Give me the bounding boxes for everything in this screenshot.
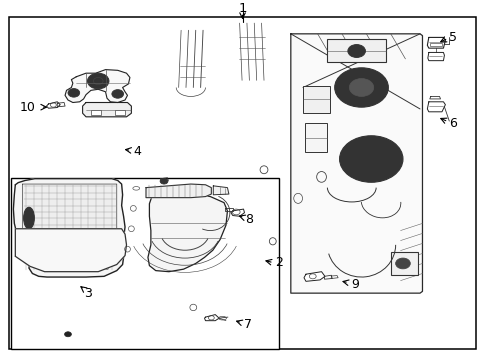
- Polygon shape: [427, 37, 445, 48]
- Polygon shape: [13, 179, 125, 277]
- Polygon shape: [213, 186, 228, 195]
- Polygon shape: [15, 229, 126, 272]
- Bar: [390, 252, 417, 275]
- Circle shape: [348, 78, 373, 96]
- Text: 3: 3: [83, 287, 91, 300]
- Polygon shape: [148, 193, 227, 272]
- Circle shape: [339, 136, 402, 182]
- Text: 7: 7: [243, 318, 251, 331]
- Polygon shape: [46, 102, 60, 108]
- Text: 5: 5: [448, 31, 456, 44]
- Ellipse shape: [23, 207, 34, 229]
- Bar: [303, 86, 329, 113]
- Circle shape: [395, 258, 409, 269]
- Circle shape: [68, 89, 80, 97]
- Circle shape: [112, 90, 123, 98]
- Polygon shape: [230, 209, 244, 216]
- Circle shape: [160, 178, 167, 184]
- Text: 8: 8: [245, 213, 253, 226]
- Bar: [429, 43, 441, 46]
- Text: 10: 10: [19, 101, 35, 114]
- Polygon shape: [427, 102, 445, 112]
- Text: 6: 6: [448, 117, 456, 130]
- Polygon shape: [429, 96, 440, 99]
- Bar: [327, 39, 385, 62]
- Bar: [91, 110, 101, 116]
- Bar: [115, 110, 125, 116]
- Text: 9: 9: [350, 278, 358, 291]
- Circle shape: [87, 73, 109, 89]
- Circle shape: [347, 45, 365, 58]
- Text: 2: 2: [274, 256, 282, 269]
- Polygon shape: [146, 184, 211, 198]
- Polygon shape: [204, 315, 219, 321]
- Polygon shape: [427, 53, 444, 61]
- Polygon shape: [22, 184, 117, 272]
- Circle shape: [64, 332, 71, 337]
- Text: 1: 1: [238, 2, 246, 15]
- Polygon shape: [304, 272, 325, 281]
- Text: 4: 4: [133, 145, 141, 158]
- Bar: [11, 177, 278, 348]
- Polygon shape: [82, 103, 131, 117]
- Bar: [305, 123, 327, 152]
- Polygon shape: [290, 34, 422, 293]
- Polygon shape: [65, 69, 130, 103]
- Circle shape: [334, 68, 387, 107]
